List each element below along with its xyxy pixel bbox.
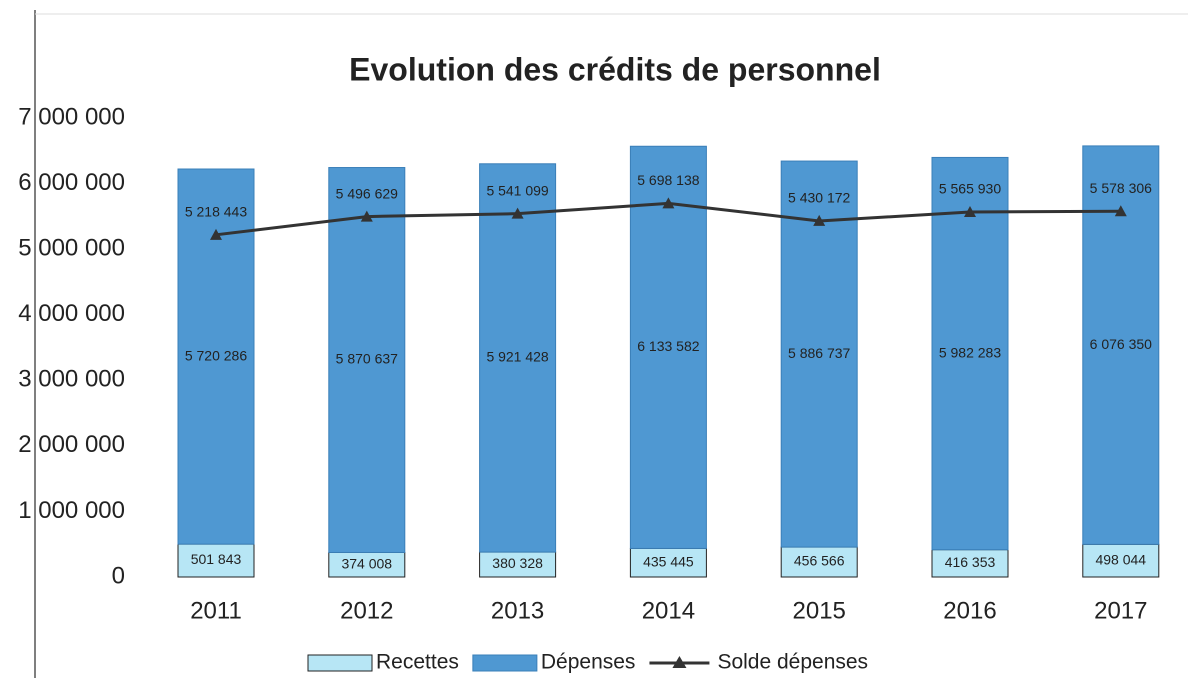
x-tick-label: 2015 [793,597,846,624]
data-label: 5 870 637 [336,351,398,367]
line-marker [964,206,976,218]
y-tick-label: 5 000 000 [18,234,125,261]
data-label: 5 720 286 [185,347,247,363]
data-label: 374 008 [341,555,392,571]
data-label: 501 843 [191,551,242,567]
y-tick-label: 3 000 000 [18,366,125,393]
line-marker [511,207,524,219]
data-label: 5 698 138 [637,172,699,188]
line-marker [210,228,222,240]
line-marker [1114,205,1127,217]
legend-swatch [472,654,538,672]
line-marker [813,214,826,226]
bar-segment [479,551,557,578]
legend-label: Recettes [376,651,459,674]
bar-segment [479,163,557,553]
y-tick-label: 0 [112,562,125,589]
y-tick-label: 1 000 000 [18,497,125,524]
data-label: 5 921 428 [486,349,548,365]
data-label: 6 133 582 [637,338,699,354]
data-label: 5 565 930 [939,181,1001,197]
data-label: 380 328 [492,555,543,571]
bar-segment [780,546,858,578]
legend-label: Solde dépenses [717,651,868,674]
data-label: 5 218 443 [185,204,247,220]
bar-segment [328,167,406,553]
y-tick-label: 2 000 000 [18,431,125,458]
x-tick-label: 2013 [491,597,544,624]
line-marker [360,210,373,222]
data-label: 5 496 629 [336,185,398,201]
data-label: 5 982 283 [939,344,1001,360]
bar-segment [629,145,707,549]
x-tick-label: 2016 [943,597,996,624]
line-marker [662,197,675,209]
legend-swatch [672,656,687,668]
data-label: 6 076 350 [1090,336,1152,352]
bar-segment [629,547,707,578]
bar-segment [177,543,255,578]
data-label: 435 445 [643,553,694,569]
x-tick-label: 2012 [340,597,393,624]
y-tick-label: 6 000 000 [18,169,125,196]
data-label: 5 886 737 [788,345,850,361]
x-tick-label: 2011 [190,597,242,624]
data-label: 456 566 [794,553,845,569]
bar-segment [1082,543,1160,578]
data-label: 5 430 172 [788,190,850,206]
legend-swatch [307,654,373,672]
legend-label: Dépenses [541,651,636,674]
chart-title: Evolution des crédits de personnel [349,51,881,87]
bar-segment [931,156,1009,551]
y-tick-label: 4 000 000 [18,300,125,327]
x-tick-label: 2017 [1094,597,1147,624]
x-tick-label: 2014 [642,597,695,624]
data-label: 498 044 [1095,551,1146,567]
bar-segment [931,549,1009,578]
data-label: 5 578 306 [1090,180,1152,196]
data-label: 5 541 099 [486,182,548,198]
y-tick-label: 7 000 000 [18,103,125,130]
data-label: 416 353 [945,554,996,570]
